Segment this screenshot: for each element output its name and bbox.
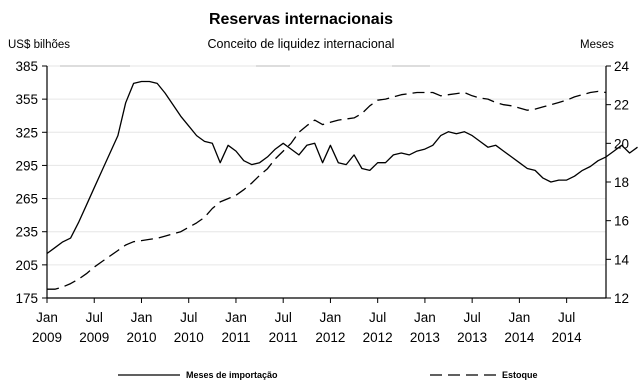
legend-label: Meses de importação xyxy=(186,370,278,380)
series-line-estoque xyxy=(47,90,607,290)
x-tick-label-month: Jan xyxy=(131,310,153,325)
x-tick-label-month: Jul xyxy=(464,310,481,325)
x-tick-label-year: 2013 xyxy=(410,330,440,345)
x-tick-label-month: Jul xyxy=(180,310,197,325)
y-left-tick-label: 235 xyxy=(15,225,38,240)
x-tick-label-month: Jul xyxy=(558,310,575,325)
x-tick-label-year: 2014 xyxy=(552,330,583,345)
y-right-tick-label: 22 xyxy=(614,98,629,113)
x-tick-label-year: 2014 xyxy=(504,330,535,345)
x-tick-label-month: Jan xyxy=(320,310,342,325)
x-tick-label-year: 2013 xyxy=(457,330,487,345)
legend-label: Estoque xyxy=(502,370,538,380)
x-tick-label-month: Jan xyxy=(509,310,531,325)
x-tick-label-year: 2012 xyxy=(315,330,345,345)
y-left-tick-label: 385 xyxy=(15,59,38,74)
x-tick-label-year: 2011 xyxy=(269,330,298,345)
x-tick-label-year: 2010 xyxy=(174,330,204,345)
y-right-tick-label: 24 xyxy=(614,59,630,74)
x-tick-label-month: Jul xyxy=(86,310,103,325)
x-tick-label-year: 2010 xyxy=(126,330,156,345)
y-right-tick-label: 16 xyxy=(614,214,629,229)
x-tick-label-year: 2009 xyxy=(79,330,109,345)
y-right-tick-label: 12 xyxy=(614,291,629,306)
y-left-tick-label: 175 xyxy=(15,291,38,306)
series-line-meses-importacao xyxy=(46,80,638,255)
x-tick-label-year: 2012 xyxy=(363,330,393,345)
x-tick-label-year: 2011 xyxy=(221,330,250,345)
x-tick-label-month: Jul xyxy=(369,310,386,325)
y-right-tick-label: 14 xyxy=(614,252,630,267)
y-right-tick-label: 18 xyxy=(614,175,629,190)
x-tick-label-month: Jan xyxy=(225,310,247,325)
chart-subtitle: Conceito de liquidez internacional xyxy=(208,37,395,51)
chart-title: Reservas internacionais xyxy=(209,11,393,28)
x-tick-label-month: Jan xyxy=(414,310,436,325)
y-axis-right-label: Meses xyxy=(580,39,614,51)
y-left-tick-label: 265 xyxy=(15,192,38,207)
y-left-tick-label: 295 xyxy=(15,158,38,173)
y-left-tick-label: 205 xyxy=(15,258,38,273)
y-axis-left-label: US$ bilhões xyxy=(8,39,70,51)
y-left-tick-label: 325 xyxy=(15,125,38,140)
y-left-tick-label: 355 xyxy=(15,92,38,107)
x-tick-label-month: Jul xyxy=(275,310,292,325)
x-tick-label-month: Jan xyxy=(36,310,58,325)
x-tick-label-year: 2009 xyxy=(32,330,62,345)
